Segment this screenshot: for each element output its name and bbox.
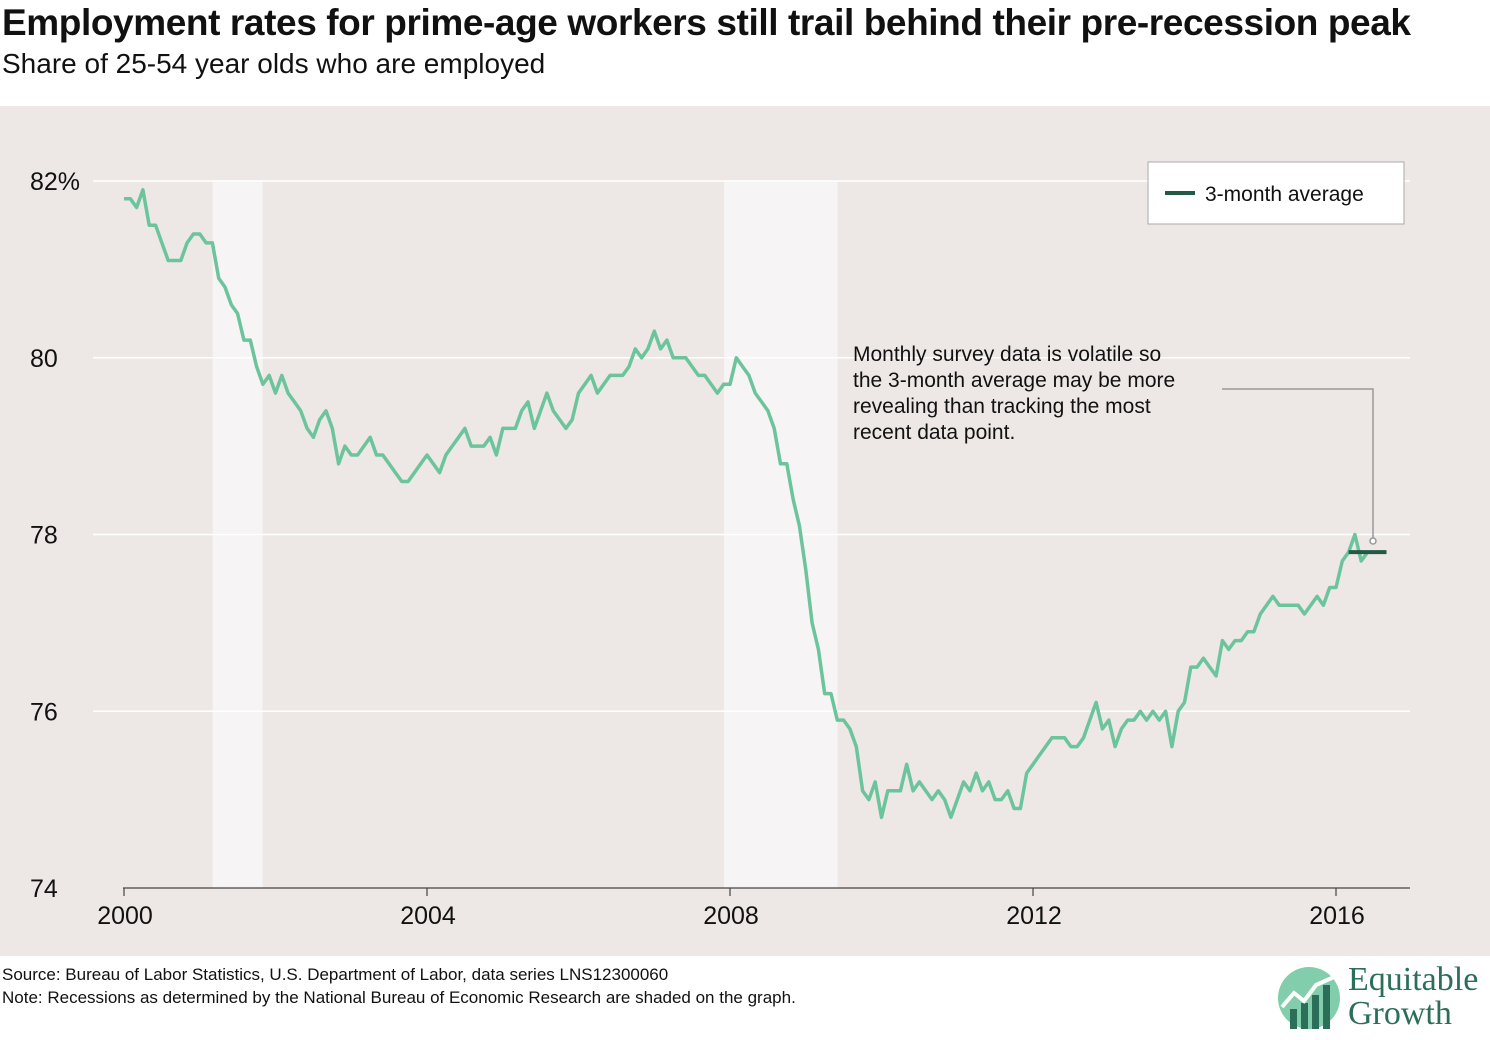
series-line-monthly — [124, 188, 1374, 820]
y-tick-label-82: 82% — [30, 168, 80, 196]
chart-title: Employment rates for prime-age workers s… — [2, 2, 1411, 43]
y-tick-label-78: 78 — [30, 522, 58, 550]
x-tick-label-2012: 2012 — [1006, 902, 1062, 930]
logo-line-1: Equitable — [1348, 961, 1479, 998]
annotation-line-2: the 3-month average may be more — [853, 369, 1175, 392]
x-tick-label-2016: 2016 — [1309, 902, 1365, 930]
line-chart: 74 76 78 80 82% 2000 2004 2008 2012 2016 Monthly s… — [30, 161, 1410, 930]
x-tick-label-2000: 2000 — [97, 902, 153, 930]
recession-note: Note: Recessions as determined by the Na… — [2, 988, 796, 1007]
x-tick-label-2004: 2004 — [400, 902, 456, 930]
chart-footer: Source: Bureau of Labor Statistics, U.S.… — [2, 963, 796, 1009]
equitable-growth-logo[interactable]: Equitable Growth — [1276, 963, 1490, 1035]
growth-chart-logo-icon — [1278, 967, 1340, 1029]
annotation-leader-line — [1222, 388, 1374, 538]
legend-label-3-month-average: 3-month average — [1205, 183, 1364, 206]
source-note: Source: Bureau of Labor Statistics, U.S.… — [2, 965, 669, 984]
annotation-line-4: recent data point. — [853, 421, 1015, 444]
annotation-line-1: Monthly survey data is volatile so — [853, 343, 1161, 366]
logo-wordmark: Equitable Growth — [1348, 963, 1478, 1031]
logo-line-2: Growth — [1348, 995, 1452, 1032]
x-tick-label-2008: 2008 — [703, 902, 759, 930]
y-tick-label-74: 74 — [30, 875, 58, 903]
y-tick-label-80: 80 — [30, 345, 58, 373]
chart-panel: 74 76 78 80 82% 2000 2004 2008 2012 2016 Monthly s… — [0, 106, 1490, 956]
y-tick-label-76: 76 — [30, 698, 58, 726]
annotation-line-3: revealing than tracking the most — [853, 395, 1151, 418]
annotation-leader-dot — [1369, 537, 1377, 545]
chart-subtitle: Share of 25-54 year olds who are employe… — [2, 48, 546, 79]
legend-box — [1147, 161, 1405, 225]
